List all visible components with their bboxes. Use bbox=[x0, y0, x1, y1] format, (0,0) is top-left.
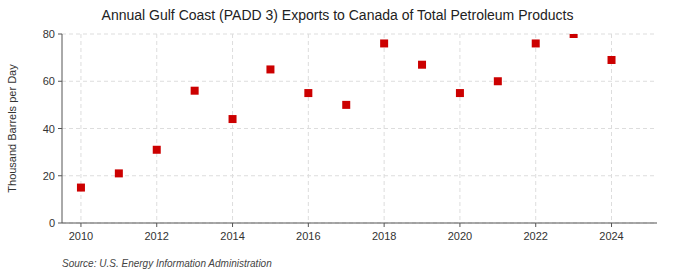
grid-line-x bbox=[308, 34, 309, 223]
grid-line-y bbox=[62, 223, 657, 224]
y-tick-label: 80 bbox=[43, 28, 55, 40]
y-tick bbox=[58, 34, 62, 35]
grid-line-y bbox=[62, 34, 657, 35]
axes: 2010 2012 2014 2016 2018 2020 2022 2024 0 20 40 60 8… bbox=[43, 28, 657, 242]
x-tick bbox=[156, 223, 157, 227]
point bbox=[342, 101, 350, 109]
x-tick bbox=[384, 223, 385, 227]
point bbox=[380, 39, 388, 47]
point bbox=[304, 89, 312, 97]
x-tick bbox=[308, 223, 309, 227]
chart-container: 2010 2012 2014 2016 2018 2020 2022 2024 0 20 40 60 8… bbox=[0, 0, 675, 275]
x-tick-label: 2014 bbox=[220, 230, 244, 242]
grid-line-y bbox=[62, 175, 657, 176]
y-tick bbox=[58, 128, 62, 129]
point bbox=[115, 169, 123, 177]
x-axis-line bbox=[62, 223, 657, 224]
y-tick-label: 20 bbox=[43, 170, 55, 182]
point bbox=[570, 34, 578, 38]
point bbox=[532, 39, 540, 47]
x-tick-label: 2012 bbox=[145, 230, 169, 242]
grid-line-x bbox=[535, 34, 536, 223]
x-tick-label: 2022 bbox=[523, 230, 547, 242]
chart: 2010 2012 2014 2016 2018 2020 2022 2024 0 20 40 60 8… bbox=[0, 0, 675, 275]
point bbox=[608, 56, 616, 64]
x-tick-label: 2020 bbox=[448, 230, 472, 242]
y-tick-label: 60 bbox=[43, 75, 55, 87]
point bbox=[266, 65, 274, 73]
y-tick bbox=[58, 81, 62, 82]
y-tick-label: 0 bbox=[49, 217, 55, 229]
point bbox=[77, 184, 85, 192]
grid-line-x bbox=[156, 34, 157, 223]
x-tick bbox=[459, 223, 460, 227]
point bbox=[456, 89, 464, 97]
y-tick bbox=[58, 175, 62, 176]
grid bbox=[62, 34, 657, 223]
x-tick-label: 2024 bbox=[599, 230, 623, 242]
x-tick bbox=[232, 223, 233, 227]
x-tick bbox=[80, 223, 81, 227]
grid-line-y bbox=[62, 81, 657, 82]
grid-line-y bbox=[62, 128, 657, 129]
y-axis-label: Thousand Barrels per Day bbox=[6, 64, 18, 193]
x-tick-label: 2010 bbox=[69, 230, 93, 242]
x-tick bbox=[535, 223, 536, 227]
y-tick-label: 40 bbox=[43, 123, 55, 135]
point bbox=[418, 61, 426, 69]
point bbox=[229, 115, 237, 123]
point bbox=[494, 77, 502, 85]
point bbox=[191, 87, 199, 95]
grid-line-x bbox=[459, 34, 460, 223]
points bbox=[77, 34, 616, 192]
grid-line-x bbox=[384, 34, 385, 223]
point bbox=[153, 146, 161, 154]
x-tick-label: 2016 bbox=[296, 230, 320, 242]
x-tick-label: 2018 bbox=[372, 230, 396, 242]
title: Annual Gulf Coast (PADD 3) Exports to Ca… bbox=[102, 7, 574, 23]
grid-line-x bbox=[232, 34, 233, 223]
source-note: Source: U.S. Energy Information Administ… bbox=[62, 258, 272, 269]
y-tick bbox=[58, 223, 62, 224]
x-tick bbox=[611, 223, 612, 227]
grid-line-x bbox=[80, 34, 81, 223]
